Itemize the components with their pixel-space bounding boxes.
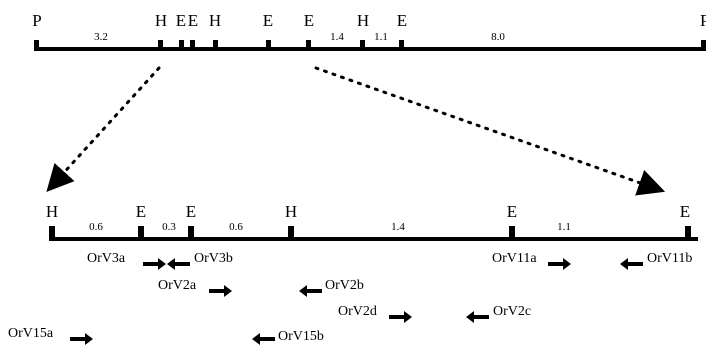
primer-arrow-right-icon	[143, 258, 166, 270]
primer-label: OrV15b	[278, 329, 324, 344]
top-tick	[360, 40, 365, 51]
primer-arrow-right-icon	[70, 333, 93, 345]
zoom-arrow-right	[314, 66, 666, 196]
primer-arrow-right-icon	[209, 285, 232, 297]
top-distance-label: 1.1	[374, 31, 388, 43]
detail-map: H E E H E E 0.6 0.3 0.6 1.4 1.1	[46, 202, 698, 241]
detail-tick	[49, 226, 55, 241]
top-tick	[399, 40, 404, 51]
primer-label: OrV2d	[338, 304, 377, 319]
top-map-line	[34, 47, 706, 51]
top-tick	[306, 40, 311, 51]
primers: OrV3a OrV3b OrV2a OrV2b OrV2d OrV2c OrV1…	[8, 251, 692, 345]
primer-arrow-left-icon	[466, 311, 489, 323]
top-tick	[213, 40, 218, 51]
top-tick	[179, 40, 184, 51]
top-site-label: P	[700, 11, 706, 30]
detail-tick	[288, 226, 294, 241]
detail-tick	[509, 226, 515, 241]
top-distance-label: 8.0	[491, 31, 505, 43]
top-tick	[266, 40, 271, 51]
detail-distance-label: 0.3	[162, 221, 176, 233]
primer-label: OrV3a	[87, 251, 126, 266]
top-site-label: E	[176, 11, 186, 30]
top-map-ticks	[34, 40, 706, 51]
top-site-label: E	[304, 11, 314, 30]
detail-site-label: E	[680, 202, 690, 221]
top-site-label: H	[357, 11, 369, 30]
detail-tick	[138, 226, 144, 241]
primer-label: OrV15a	[8, 326, 54, 341]
primer-label: OrV11b	[647, 251, 692, 266]
primer-arrow-left-icon	[299, 285, 322, 297]
top-site-label: P	[32, 11, 41, 30]
zoom-arrow-left	[46, 66, 161, 192]
primer-label: OrV3b	[194, 251, 233, 266]
detail-map-line	[49, 237, 698, 241]
top-distance-label: 3.2	[94, 31, 108, 43]
primer-label: OrV2a	[158, 278, 197, 293]
top-site-label: E	[188, 11, 198, 30]
primer-arrow-left-icon	[620, 258, 643, 270]
detail-distance-label: 1.4	[391, 221, 405, 233]
primer-arrow-right-icon	[548, 258, 571, 270]
detail-site-label: H	[46, 202, 58, 221]
detail-tick	[685, 226, 691, 241]
primer-arrow-right-icon	[389, 311, 412, 323]
detail-distance-label: 1.1	[557, 221, 571, 233]
top-tick	[158, 40, 163, 51]
top-tick	[34, 40, 39, 51]
detail-distance-label: 0.6	[89, 221, 103, 233]
detail-site-label: E	[136, 202, 146, 221]
primer-arrow-left-icon	[252, 333, 275, 345]
detail-map-ticks	[49, 226, 691, 241]
primer-label: OrV11a	[492, 251, 537, 266]
top-site-label: H	[209, 11, 221, 30]
primer-label: OrV2b	[325, 278, 364, 293]
detail-distance-label: 0.6	[229, 221, 243, 233]
primer-label: OrV2c	[493, 304, 531, 319]
top-tick	[190, 40, 195, 51]
top-map: P H E E H E E H E P 3.2 1.4 1.1 8.0	[32, 11, 706, 51]
top-tick	[701, 40, 706, 51]
detail-tick	[188, 226, 194, 241]
detail-site-label: E	[507, 202, 517, 221]
top-site-label: E	[263, 11, 273, 30]
detail-site-label: H	[285, 202, 297, 221]
top-distance-label: 1.4	[330, 31, 344, 43]
top-site-label: H	[155, 11, 167, 30]
detail-site-label: E	[186, 202, 196, 221]
top-site-label: E	[397, 11, 407, 30]
primer-arrow-left-icon	[167, 258, 190, 270]
